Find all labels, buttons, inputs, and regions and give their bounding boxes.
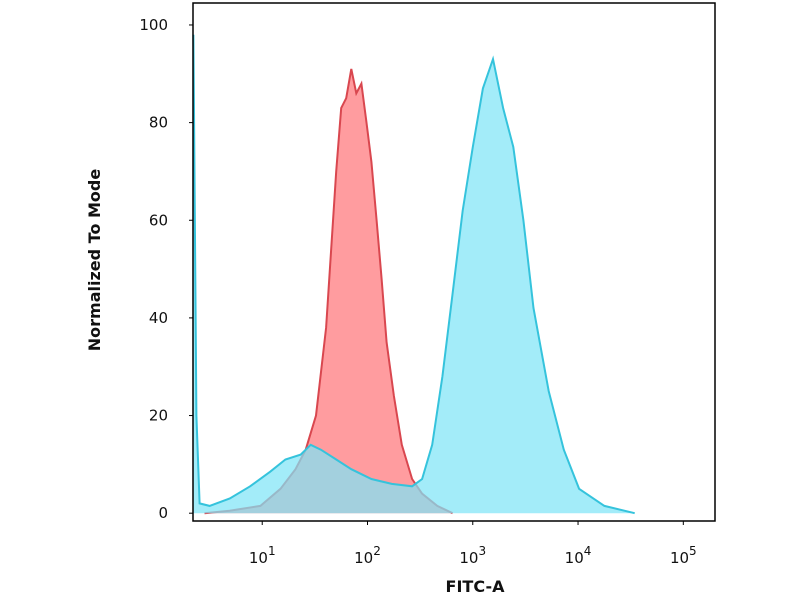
x-tick-label: 103: [459, 544, 486, 567]
x-tick-power: 3: [478, 544, 486, 558]
y-tick-label: 60: [149, 211, 168, 229]
area-fill: [193, 34, 635, 514]
x-tick-power: 4: [584, 544, 592, 558]
x-tick-base: 10: [565, 549, 584, 567]
area-line: [192, 34, 635, 515]
x-tick-base: 10: [459, 549, 478, 567]
x-axis-label: FITC-A: [446, 577, 506, 596]
y-tick-label: 20: [149, 407, 168, 425]
x-tick-label: 102: [354, 544, 381, 567]
y-tick-label: 80: [149, 114, 168, 132]
x-tick-base: 10: [354, 549, 373, 567]
x-tick-power: 2: [373, 544, 381, 558]
x-tick-label: 105: [670, 544, 697, 567]
x-tick-label: 101: [249, 544, 276, 567]
y-tick-label: 0: [158, 504, 168, 522]
y-axis-label: Normalized To Mode: [85, 169, 104, 352]
x-tick-base: 10: [249, 549, 268, 567]
x-tick-label: 104: [565, 544, 592, 567]
y-tick-label: 100: [139, 16, 168, 34]
y-tick-label: 40: [149, 309, 168, 327]
plot-frame: [192, 2, 716, 522]
x-tick-power: 5: [689, 544, 697, 558]
x-tick-power: 1: [268, 544, 276, 558]
x-tick-base: 10: [670, 549, 689, 567]
